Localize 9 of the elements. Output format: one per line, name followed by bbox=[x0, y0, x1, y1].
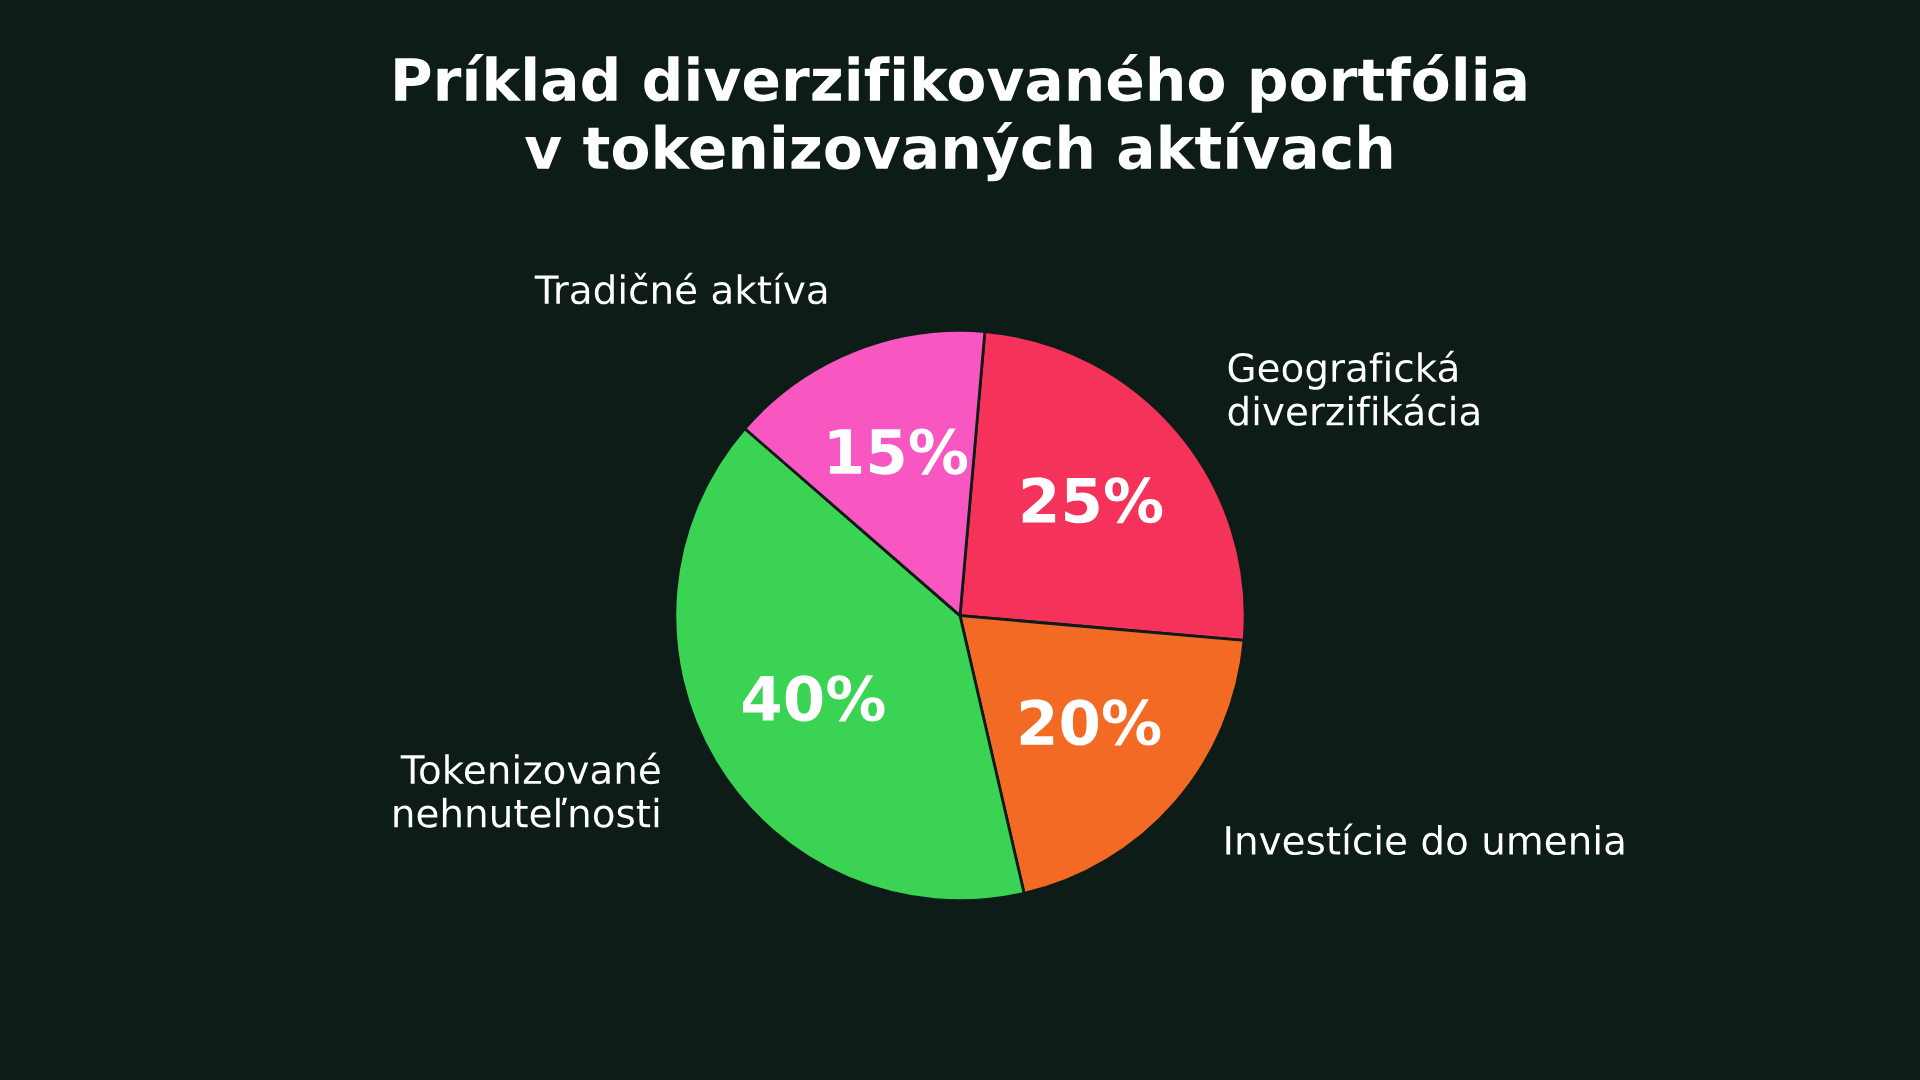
data-label: 40% bbox=[742, 675, 885, 722]
slice-label: Tokenizované nehnuteľnosti bbox=[394, 752, 660, 828]
slice-label: Geografická diverzifikácia bbox=[1228, 350, 1479, 426]
data-label: 20% bbox=[1020, 699, 1161, 746]
slice-label: Investície do umenia bbox=[1226, 823, 1624, 856]
data-label: 25% bbox=[1022, 477, 1163, 524]
slice-label: Tradičné aktíva bbox=[534, 272, 827, 305]
data-label: 15% bbox=[829, 428, 968, 475]
chart-title: Príklad diverzifikovaného portfólia v tokenizovaných aktívach bbox=[395, 54, 1526, 182]
